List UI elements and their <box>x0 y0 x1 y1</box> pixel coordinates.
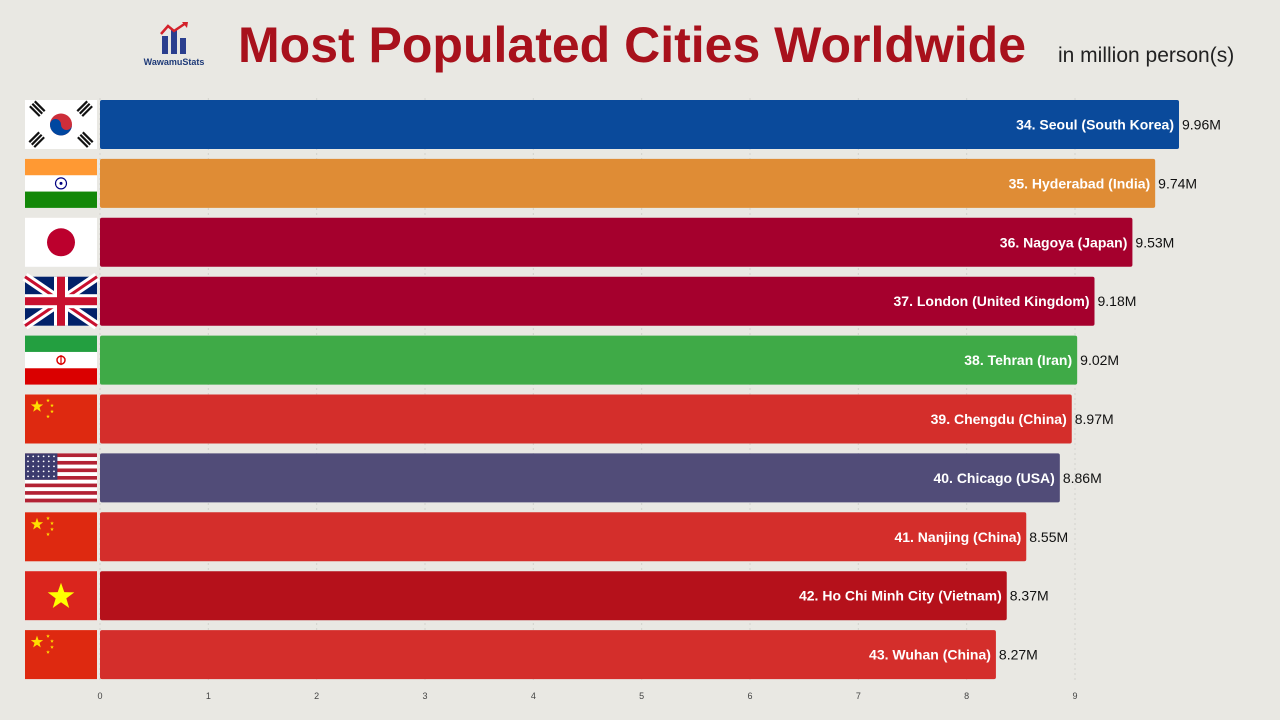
bar-category-label: 36. Nagoya (Japan) <box>1000 234 1128 250</box>
bar <box>100 276 1095 326</box>
bar-value-label: 9.18M <box>1098 293 1137 309</box>
bar-category-label: 41. Nanjing (China) <box>894 529 1021 545</box>
bar-category-label: 39. Chengdu (China) <box>931 411 1067 427</box>
bar <box>100 571 1007 621</box>
chart-logo-icon <box>160 22 188 54</box>
bar-value-label: 9.02M <box>1080 352 1119 368</box>
bar-row: 41. Nanjing (China) 8.55M <box>25 512 1068 562</box>
iran-flag-icon <box>25 335 97 385</box>
chart-subtitle: in million person(s) <box>1058 44 1235 67</box>
bar-category-label: 37. London (United Kingdom) <box>894 293 1090 309</box>
x-tick-label: 3 <box>422 691 427 701</box>
bar-row: 43. Wuhan (China) 8.27M <box>25 630 1038 680</box>
bar-value-label: 9.74M <box>1158 175 1197 191</box>
logo-text: WawamuStats <box>143 57 205 67</box>
chart-bars: 34. Seoul (South Korea) 9.96M 35. Hyderaba… <box>22 100 1221 680</box>
bar-row: 42. Ho Chi Minh City (Vietnam) 8.37M <box>25 571 1049 621</box>
bar <box>100 394 1072 444</box>
bar-row: 39. Chengdu (China) 8.97M <box>25 394 1114 444</box>
china-flag-icon <box>25 630 97 680</box>
x-axis-ticks: 0 1 2 3 4 5 6 7 8 9 <box>97 691 1077 701</box>
x-tick-label: 0 <box>97 691 102 701</box>
bar-category-label: 34. Seoul (South Korea) <box>1016 117 1174 133</box>
bar-row: 38. Tehran (Iran) 9.02M <box>25 335 1119 385</box>
bar-category-label: 43. Wuhan (China) <box>869 647 991 663</box>
bar-row: 35. Hyderabad (India) 9.74M <box>25 158 1197 208</box>
china-flag-icon <box>25 512 97 562</box>
vietnam-flag-icon <box>25 571 97 621</box>
bar-value-label: 8.97M <box>1075 411 1114 427</box>
bar-category-label: 35. Hyderabad (India) <box>1009 175 1151 191</box>
bar-value-label: 8.37M <box>1010 588 1049 604</box>
bar-value-label: 8.86M <box>1063 470 1102 486</box>
usa-flag-icon <box>25 453 97 503</box>
x-tick-label: 6 <box>747 691 752 701</box>
south-korea-flag-icon <box>25 100 97 149</box>
x-tick-label: 5 <box>639 691 644 701</box>
china-flag-icon <box>25 394 97 444</box>
wawamustats-logo: WawamuStats <box>134 22 214 74</box>
bar-category-label: 42. Ho Chi Minh City (Vietnam) <box>799 588 1002 604</box>
bar-row: 36. Nagoya (Japan) 9.53M <box>25 217 1174 267</box>
x-tick-label: 1 <box>206 691 211 701</box>
x-tick-label: 9 <box>1072 691 1077 701</box>
chart-header: WawamuStats Most Populated Cities Worldw… <box>0 0 1280 95</box>
bar-row: 40. Chicago (USA) 8.86M <box>25 453 1102 503</box>
bar <box>100 335 1078 385</box>
bar <box>100 630 996 680</box>
x-tick-label: 4 <box>531 691 536 701</box>
bar <box>100 453 1060 503</box>
bar-value-label: 9.53M <box>1135 234 1174 250</box>
bar-value-label: 8.55M <box>1029 529 1068 545</box>
bar-category-label: 40. Chicago (USA) <box>933 470 1054 486</box>
japan-flag-icon <box>25 217 97 267</box>
bar <box>100 100 1179 149</box>
bar-row: 37. London (United Kingdom) 9.18M <box>22 272 1137 330</box>
bar <box>100 158 1156 208</box>
bar-value-label: 8.27M <box>999 647 1038 663</box>
bar-category-label: 38. Tehran (Iran) <box>964 352 1072 368</box>
bar <box>100 217 1133 267</box>
x-tick-label: 8 <box>964 691 969 701</box>
bar <box>100 512 1027 562</box>
x-tick-label: 7 <box>856 691 861 701</box>
chart-title: Most Populated Cities Worldwide <box>238 17 1027 73</box>
bar-row: 34. Seoul (South Korea) 9.96M <box>25 100 1221 149</box>
united-kingdom-flag-icon <box>22 272 100 330</box>
bar-value-label: 9.96M <box>1182 117 1221 133</box>
india-flag-icon <box>25 158 97 208</box>
x-tick-label: 2 <box>314 691 319 701</box>
